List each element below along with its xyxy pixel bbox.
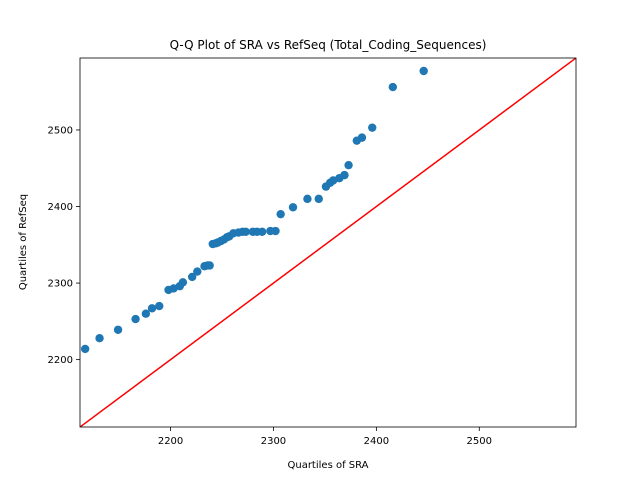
data-point <box>155 301 164 311</box>
data-point <box>131 314 140 324</box>
data-point <box>303 194 312 204</box>
y-axis-label: Quartiles of RefSeq <box>18 194 29 290</box>
data-point <box>340 170 349 180</box>
data-point <box>276 209 285 219</box>
data-point <box>95 334 104 343</box>
data-point <box>241 227 250 236</box>
x-axis-label: Quartiles of SRA <box>287 460 368 471</box>
data-point <box>288 203 298 212</box>
data-point <box>344 160 353 170</box>
plot-area <box>79 57 577 428</box>
data-point <box>388 82 398 92</box>
data-point <box>147 304 157 313</box>
data-point <box>257 227 267 236</box>
data-point <box>314 194 323 204</box>
axes-frame <box>79 57 577 428</box>
data-point <box>141 309 151 318</box>
y-tick-label: 2500 <box>48 125 73 136</box>
x-tick-label: 2400 <box>364 436 389 447</box>
y-tick-label: 2400 <box>48 202 73 213</box>
data-point <box>187 272 197 282</box>
x-tick-label: 2200 <box>158 436 183 447</box>
y-tick-label: 2300 <box>48 279 73 290</box>
data-point <box>419 66 428 76</box>
data-point <box>113 325 123 334</box>
reference-line <box>80 58 576 427</box>
data-point <box>368 123 377 132</box>
data-point <box>80 344 90 354</box>
y-tick-label: 2200 <box>48 355 73 366</box>
data-point <box>357 133 367 142</box>
x-tick-label: 2300 <box>261 436 286 447</box>
data-point <box>193 267 202 276</box>
data-point <box>271 226 280 236</box>
data-point <box>205 261 214 270</box>
x-axis-ticks: 2200 2300 2400 2500 <box>158 427 492 447</box>
x-tick-label: 2500 <box>467 436 492 447</box>
chart-title: Q-Q Plot of SRA vs RefSeq (Total_Coding_… <box>170 38 487 52</box>
y-axis-ticks: 2200 2300 2400 2500 <box>48 125 80 366</box>
data-point <box>178 278 188 287</box>
